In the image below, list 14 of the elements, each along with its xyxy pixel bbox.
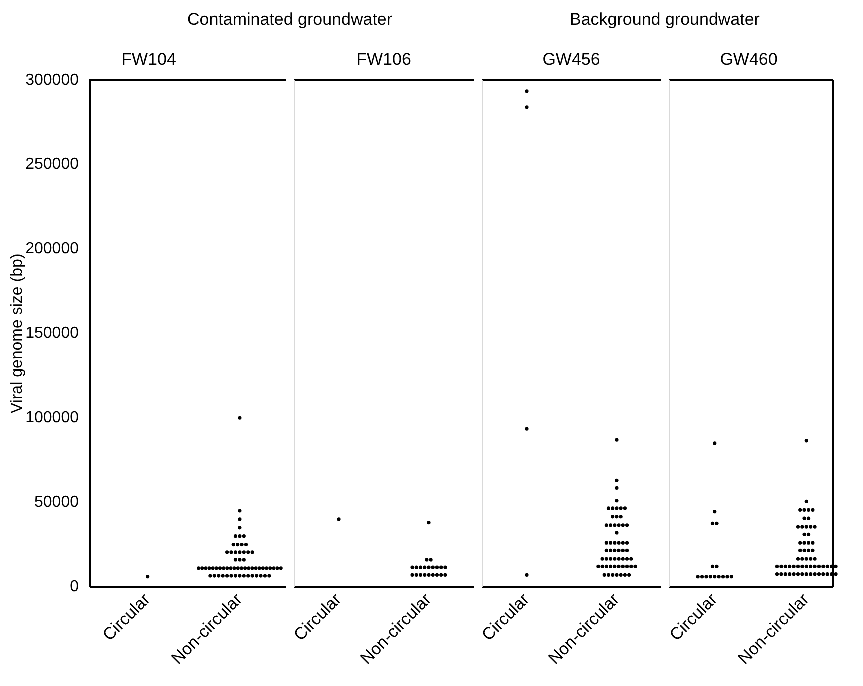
y-tick-label: 50000 (34, 494, 80, 511)
chart-title: GW460 (720, 50, 778, 69)
text: Contaminated groundwater (187, 10, 393, 30)
y-tick-label: 200000 (26, 240, 80, 258)
text: Background groundwater (570, 10, 760, 30)
y-axis-title: Viral genome size (bp) (9, 254, 26, 414)
chart-title: FW104 (122, 50, 176, 69)
chart-title: GW456 (542, 50, 600, 69)
y-tick-label: 250000 (26, 156, 80, 174)
y-tick-label: 0 (70, 578, 80, 596)
y-tick-label: 300000 (26, 72, 80, 89)
y-tick-label: 100000 (26, 410, 80, 427)
y-tick-label: 150000 (26, 325, 80, 342)
chart-title: FW106 (356, 50, 412, 69)
